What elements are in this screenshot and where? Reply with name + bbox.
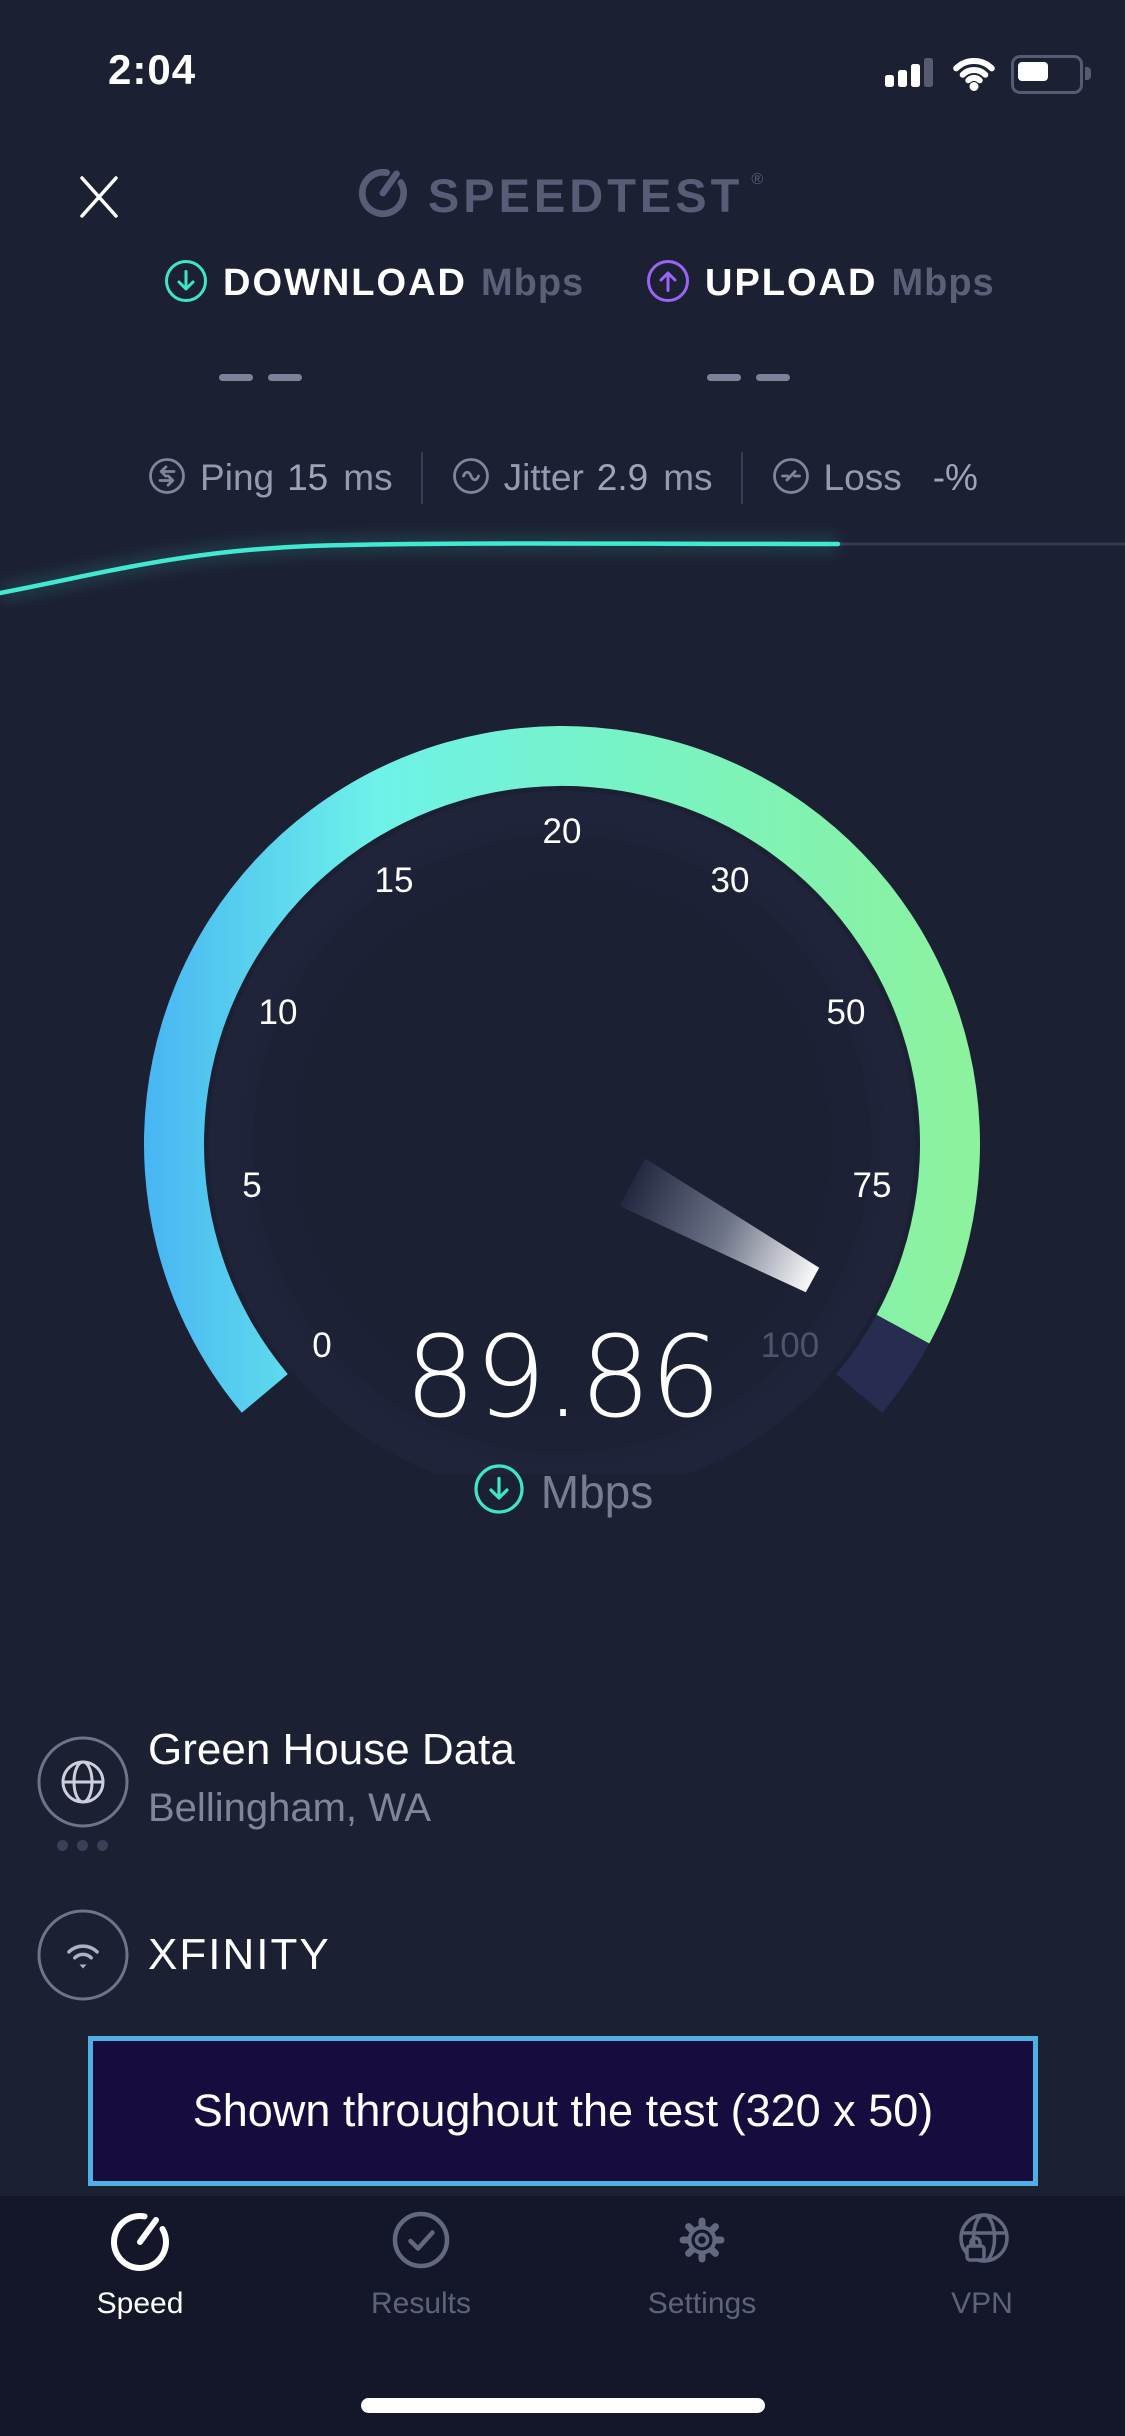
loss-label: Loss — [823, 457, 902, 498]
loss-value: -% — [932, 457, 978, 498]
jitter-value: 2.9 — [596, 457, 649, 498]
divider — [740, 452, 743, 504]
connection-wifi-icon — [36, 1908, 130, 2007]
divider — [420, 452, 423, 504]
tab-vpn[interactable]: VPN — [882, 2204, 1082, 2321]
ping-label: Ping — [200, 457, 275, 498]
settings-gear-icon — [666, 2204, 738, 2281]
download-circle-arrow-icon — [472, 1462, 526, 1521]
upload-header: UPLOAD Mbps — [645, 258, 995, 308]
gauge-remainder-arc — [836, 1314, 930, 1413]
upload-unit: Mbps — [891, 261, 995, 304]
current-speed-value: 89.86 — [404, 1313, 722, 1443]
jitter-label: Jitter — [503, 457, 584, 498]
home-indicator[interactable] — [361, 2398, 765, 2413]
loss-stat: Loss -% — [771, 456, 978, 501]
current-speed-unit-row: Mbps — [0, 1462, 1125, 1521]
download-label: DOWNLOAD — [223, 261, 467, 304]
tab-speed-label: Speed — [96, 2287, 184, 2320]
throughput-line-chart — [0, 536, 1125, 601]
cellular-signal-icon — [885, 55, 937, 94]
vpn-globe-lock-icon — [946, 2204, 1018, 2281]
upload-circle-arrow-icon — [645, 258, 691, 309]
gauge-progress-arc — [143, 725, 980, 1413]
battery-icon — [1011, 55, 1091, 94]
gauge-tick-10: 10 — [259, 993, 298, 1032]
results-check-icon — [385, 2204, 457, 2281]
logo-wordmark: SPEEDTEST — [427, 169, 744, 222]
tab-bar: Speed Results — [0, 2196, 1125, 2436]
ad-banner-text: Shown throughout the test (320 x 50) — [192, 2085, 934, 2136]
download-unit: Mbps — [480, 261, 585, 304]
ping-unit: ms — [343, 457, 393, 498]
registered-trademark: ® — [751, 170, 764, 188]
close-icon — [80, 176, 118, 218]
gauge-tick-0: 0 — [312, 1326, 331, 1365]
tab-vpn-label: VPN — [951, 2287, 1013, 2320]
tab-settings[interactable]: Settings — [602, 2204, 802, 2321]
status-bar-time: 2:04 — [108, 46, 197, 93]
gauge-tick-50: 50 — [827, 993, 866, 1032]
speed-gauge: 0 5 10 15 20 30 50 75 100 — [143, 725, 980, 1474]
packet-loss-icon — [771, 456, 811, 501]
ping-value: 15 — [287, 457, 329, 498]
ping-icon — [147, 456, 187, 501]
current-speed-unit: Mbps — [540, 1465, 654, 1518]
jitter-icon — [451, 456, 491, 501]
close-button[interactable] — [68, 166, 130, 228]
speedtest-logo: SPEEDTEST ® — [0, 164, 1125, 227]
download-circle-arrow-icon — [163, 258, 209, 309]
server-name[interactable]: Green House Data — [148, 1725, 515, 1774]
tab-results[interactable]: Results — [321, 2204, 521, 2321]
gauge-tick-100: 100 — [761, 1326, 819, 1365]
wifi-icon — [949, 52, 999, 97]
status-bar: 2:04 — [0, 0, 1125, 130]
gauge-tick-5: 5 — [242, 1166, 261, 1205]
gauge-needle — [619, 1158, 820, 1293]
tab-speed[interactable]: Speed — [40, 2204, 240, 2321]
gauge-tick-30: 30 — [711, 861, 750, 900]
gauge-tick-75: 75 — [853, 1166, 892, 1205]
status-bar-icons — [885, 52, 1091, 97]
speedtest-gauge-logo-icon — [354, 164, 412, 227]
connection-ssid: XFINITY — [148, 1930, 331, 1979]
server-options-dots-icon[interactable] — [57, 1840, 108, 1851]
download-value-placeholder — [219, 374, 302, 381]
ad-banner[interactable]: Shown throughout the test (320 x 50) — [88, 2036, 1038, 2186]
tab-settings-label: Settings — [647, 2287, 757, 2320]
upload-label: UPLOAD — [705, 261, 878, 304]
server-globe-icon[interactable] — [36, 1735, 130, 1834]
tab-results-label: Results — [370, 2287, 472, 2320]
jitter-stat: Jitter 2.9 ms — [451, 456, 713, 501]
latency-stats-row: Ping 15 ms Jitter 2.9 ms Loss -% — [0, 452, 1125, 504]
gauge-tick-20: 20 — [543, 812, 582, 851]
ping-stat: Ping 15 ms — [147, 456, 393, 501]
download-header: DOWNLOAD Mbps — [163, 258, 584, 308]
gauge-tick-15: 15 — [375, 861, 414, 900]
gauge-inner-ring — [209, 791, 915, 1474]
server-location[interactable]: Bellingham, WA — [148, 1786, 432, 1830]
speed-gauge-icon — [104, 2204, 176, 2281]
jitter-unit: ms — [663, 457, 713, 498]
upload-value-placeholder — [707, 374, 790, 381]
